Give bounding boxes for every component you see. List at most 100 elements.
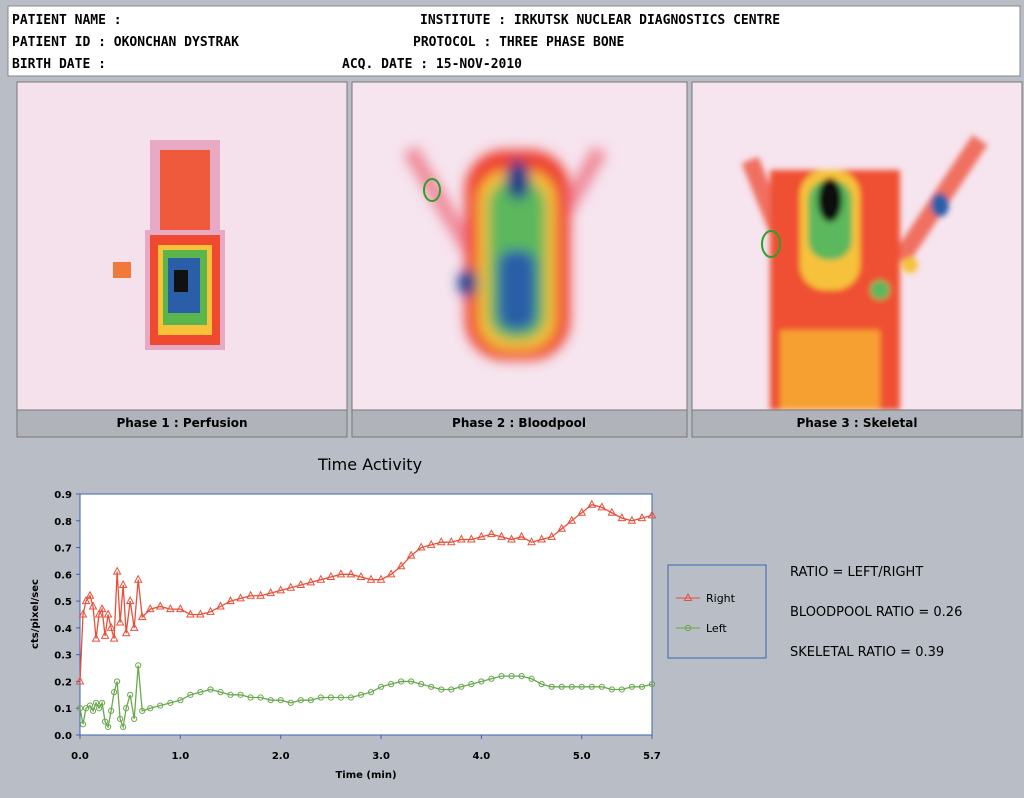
y-tick-label: 0.8 [54,517,72,528]
data-point [98,699,106,706]
data-point [598,683,605,690]
data-point [617,513,627,522]
data-point [547,531,556,540]
x-tick-label: 3.0 [372,751,390,762]
series-line [79,503,653,682]
data-point [306,577,316,586]
data-point [468,681,475,688]
legend-marker [684,624,692,632]
data-point [108,707,115,715]
data-point [76,705,84,712]
x-tick-label: 1.0 [171,751,189,762]
birth-date: BIRTH DATE : [12,57,106,72]
y-tick-label: 0.6 [54,570,72,581]
data-point [568,683,575,690]
legend [667,564,767,659]
y-tick-label: 0.0 [54,731,72,742]
data-point [79,721,87,728]
data-point [387,681,395,688]
data-point [587,499,597,508]
y-tick-label: 0.2 [54,677,72,688]
panel: Phase 1 : Perfusion [16,81,348,438]
data-point [286,582,296,591]
y-axis-label: cts/pixel/sec [30,579,41,649]
data-point [386,569,396,578]
data-point [597,502,607,511]
data-point [207,686,214,693]
data-point [537,534,546,543]
data-point [607,507,617,516]
data-point [347,694,355,701]
data-point [114,678,121,685]
data-point [167,699,174,706]
data-point [237,691,244,698]
data-point [78,609,88,618]
data-point [446,537,456,546]
data-point [377,683,385,690]
data-point [197,689,204,696]
legend-label: Left [706,622,727,635]
data-point [408,678,415,685]
data-point [117,715,124,723]
y-tick-label: 0.9 [54,490,72,501]
plot-area [79,493,653,736]
data-point [137,612,147,621]
y-tick-label: 0.1 [54,704,72,715]
data-point [177,697,184,704]
x-tick-label: 0.0 [71,751,89,762]
panel: Phase 2 : Bloodpool [351,81,688,438]
data-point [206,606,215,615]
y-tick-label: 0.7 [54,544,72,555]
data-point [467,534,476,543]
data-point [120,723,127,731]
data-point [548,683,555,690]
data-point [426,539,436,548]
data-point [135,662,142,669]
data-point [216,601,225,610]
data-point [121,628,131,637]
data-point [627,515,637,524]
data-point [287,699,294,706]
data-point [111,689,118,696]
data-point [86,702,94,709]
data-point [346,569,356,578]
data-point [478,678,485,685]
data-point [628,683,636,690]
data-point [538,681,545,688]
data-point [257,694,264,701]
ratio-text: SKELETAL RATIO = 0.39 [790,645,944,660]
data-point [187,691,194,698]
data-point [176,604,185,613]
data-point [316,574,326,583]
data-point [266,588,276,597]
data-point [557,523,567,532]
data-point [507,534,516,543]
data-point [139,707,146,715]
data-point [97,604,107,613]
data-point [637,513,647,522]
data-point [376,574,386,583]
data-point [276,585,286,594]
panel-caption: Phase 2 : Bloodpool [452,416,586,430]
x-tick-label: 5.7 [643,751,661,762]
y-tick-label: 0.5 [54,597,72,608]
data-point [127,691,134,698]
protocol: PROTOCOL : THREE PHASE BONE [413,35,624,50]
data-point [498,672,505,680]
data-point [367,689,375,696]
acq-date: ACQ. DATE : 15-NOV-2010 [342,57,522,72]
patient-name: PATIENT NAME : [12,13,122,28]
data-point [91,633,101,642]
data-point [186,609,195,618]
data-point [567,515,577,524]
data-point [133,574,143,583]
header-box [7,5,1021,77]
data-point [95,705,103,712]
data-point [147,705,154,712]
data-point [356,571,366,581]
data-point [456,534,466,543]
data-point [297,697,304,704]
data-point [75,676,85,685]
